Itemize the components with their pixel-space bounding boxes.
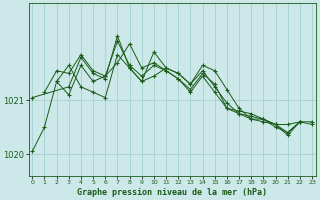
X-axis label: Graphe pression niveau de la mer (hPa): Graphe pression niveau de la mer (hPa) [77,188,267,197]
